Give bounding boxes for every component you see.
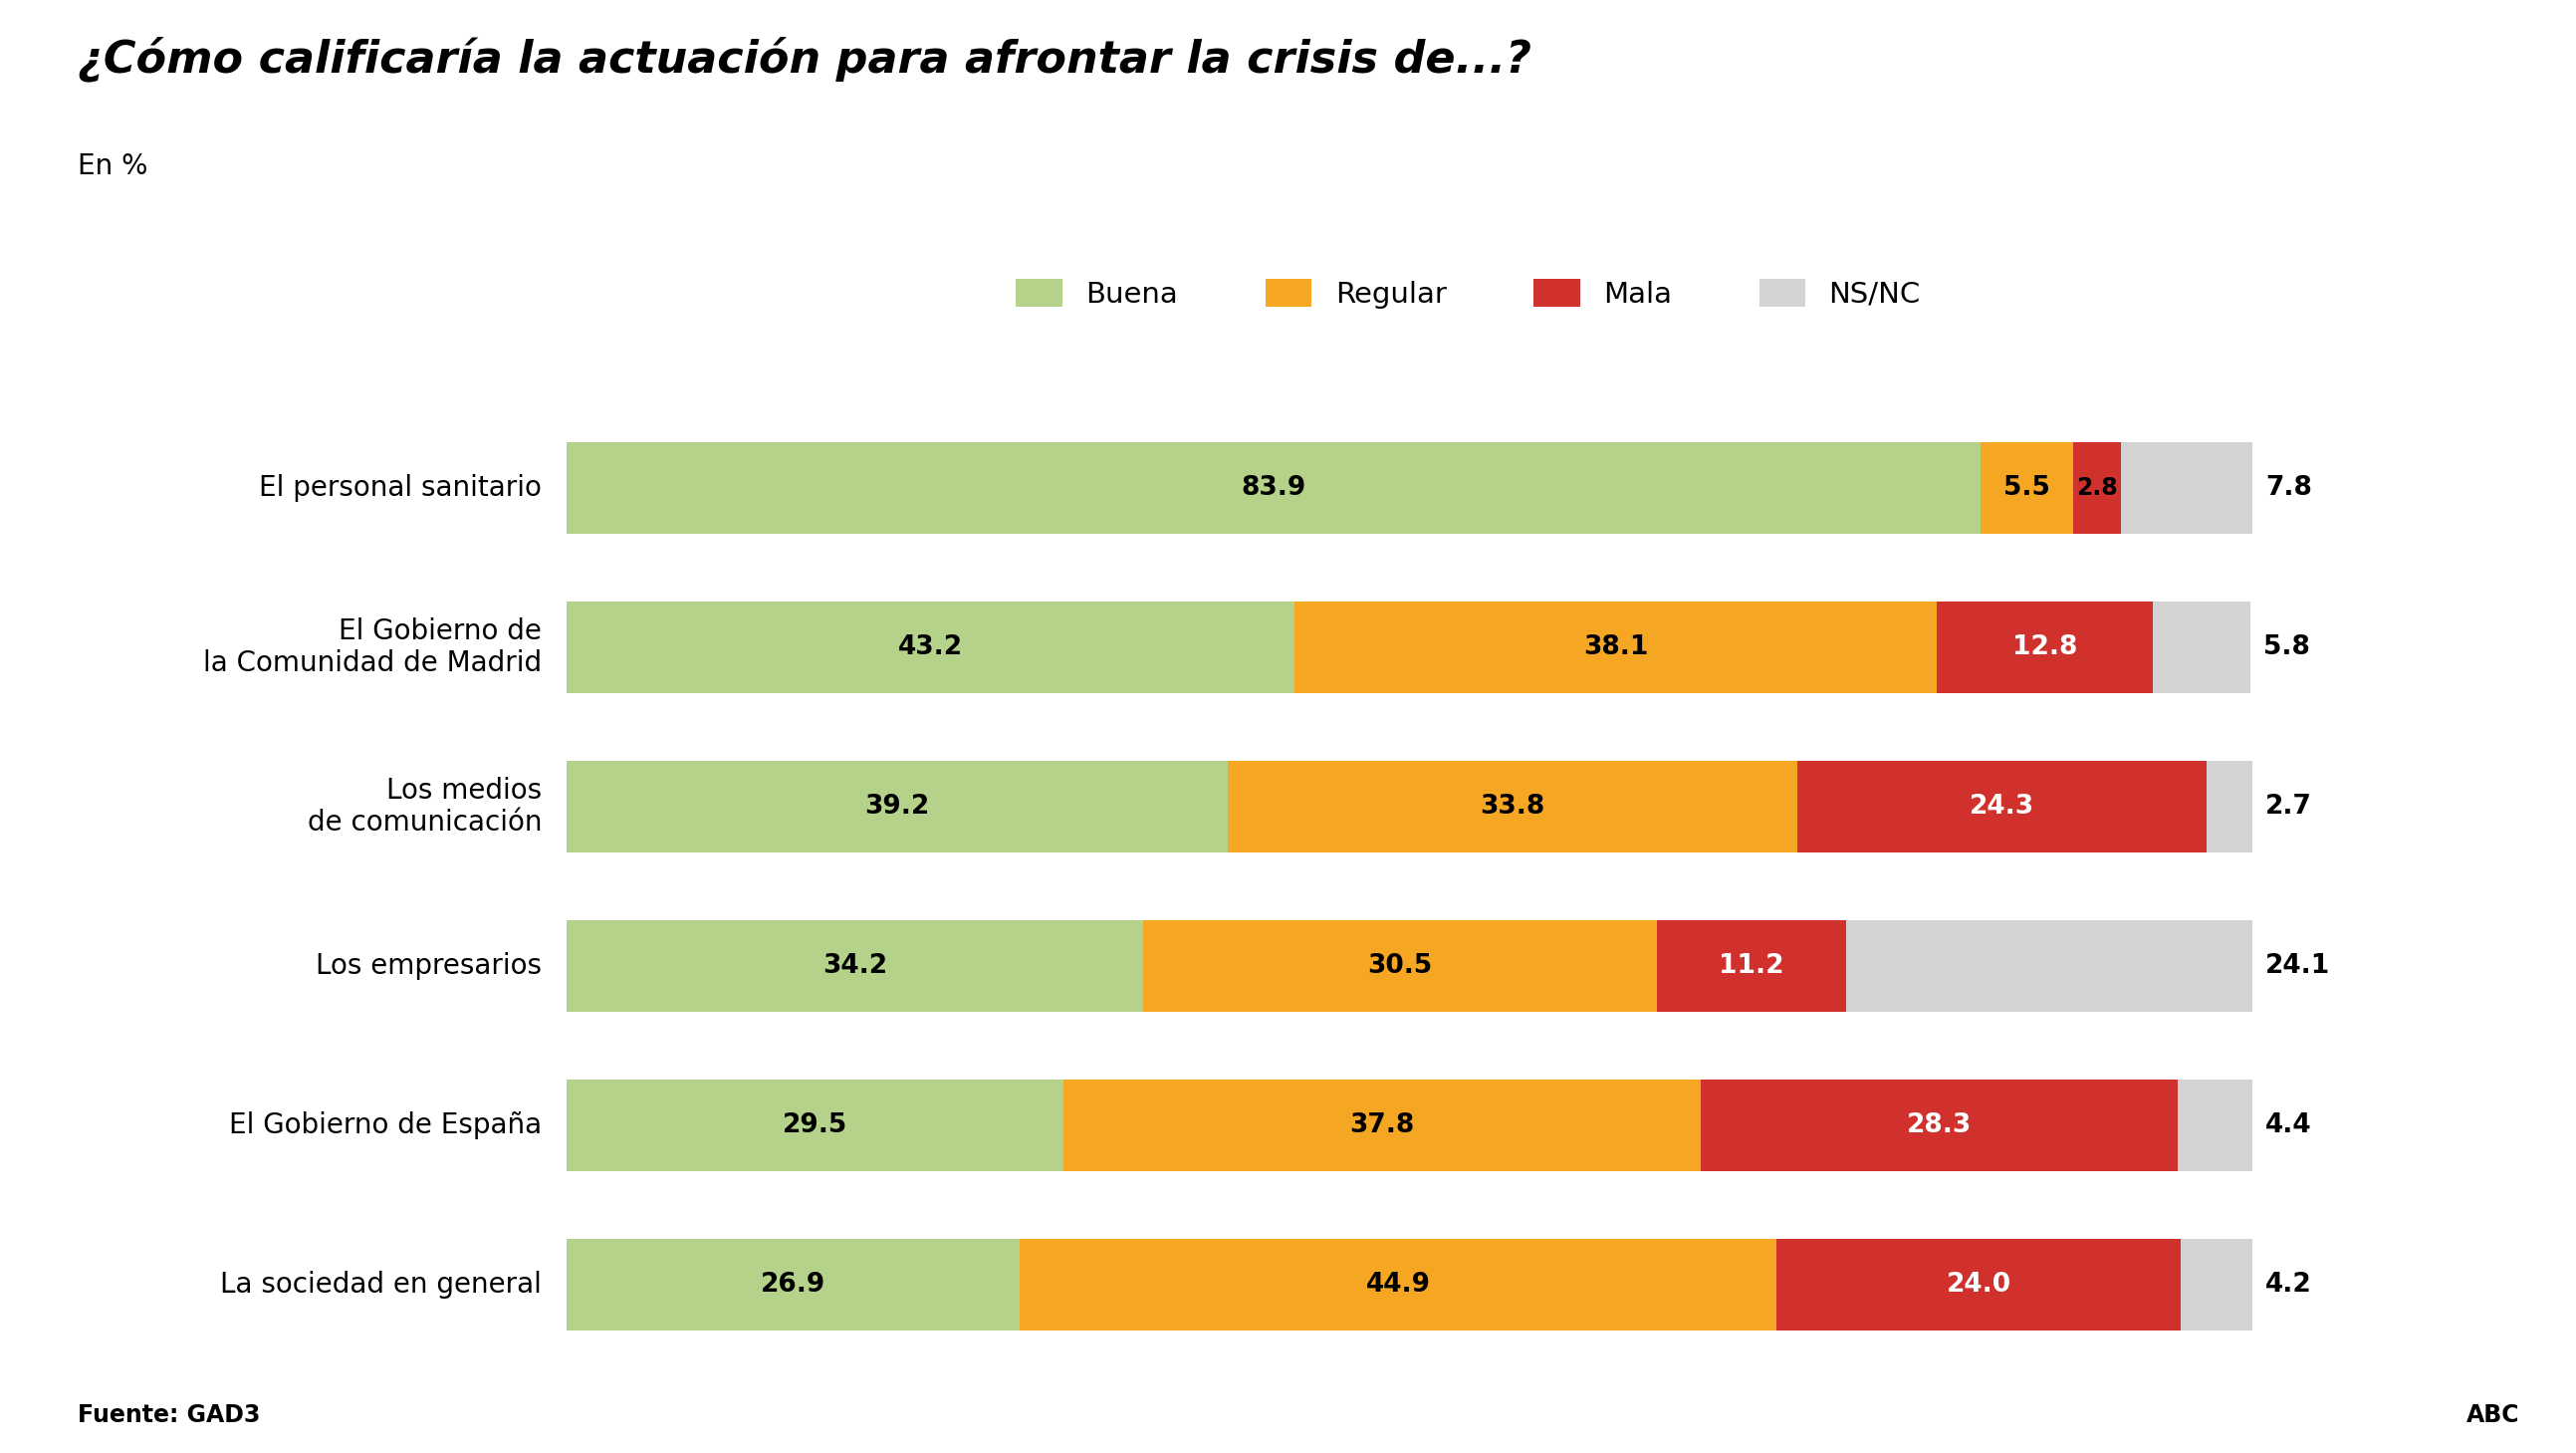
- Bar: [2074, 442, 2120, 535]
- Bar: [1656, 920, 1847, 1013]
- Text: 34.2: 34.2: [822, 953, 886, 979]
- Text: 2.7: 2.7: [2264, 793, 2313, 819]
- Text: 33.8: 33.8: [1479, 793, 1546, 819]
- Text: 29.5: 29.5: [783, 1113, 848, 1138]
- Bar: [1700, 1080, 2177, 1171]
- Text: ¿Cómo calificaría la actuación para afrontar la crisis de...?: ¿Cómo calificaría la actuación para afro…: [77, 36, 1530, 81]
- Bar: [2208, 760, 2251, 853]
- Text: 26.9: 26.9: [760, 1271, 827, 1298]
- Bar: [567, 442, 1981, 535]
- Bar: [1020, 1238, 1777, 1331]
- Text: 38.1: 38.1: [1584, 635, 1649, 660]
- Bar: [567, 760, 1226, 853]
- Text: 30.5: 30.5: [1368, 953, 1432, 979]
- Bar: [2182, 1238, 2251, 1331]
- Text: 2.8: 2.8: [2076, 477, 2117, 500]
- Text: 12.8: 12.8: [2012, 635, 2076, 660]
- Bar: [1981, 442, 2074, 535]
- Bar: [1847, 920, 2251, 1013]
- Bar: [1064, 1080, 1700, 1171]
- Text: 4.2: 4.2: [2264, 1271, 2313, 1298]
- Bar: [567, 1080, 1064, 1171]
- Text: 83.9: 83.9: [1242, 475, 1306, 501]
- Text: Fuente: GAD3: Fuente: GAD3: [77, 1404, 260, 1427]
- Bar: [2120, 442, 2251, 535]
- Text: 28.3: 28.3: [1906, 1113, 1971, 1138]
- Bar: [1144, 920, 1656, 1013]
- Text: 5.8: 5.8: [2264, 635, 2311, 660]
- Text: En %: En %: [77, 153, 147, 180]
- Bar: [567, 1238, 1020, 1331]
- Text: 37.8: 37.8: [1350, 1113, 1414, 1138]
- Text: 7.8: 7.8: [2264, 475, 2313, 501]
- Text: 43.2: 43.2: [899, 635, 963, 660]
- Bar: [1777, 1238, 2182, 1331]
- Text: 11.2: 11.2: [1718, 953, 1785, 979]
- Bar: [567, 920, 1144, 1013]
- Bar: [1296, 602, 1937, 693]
- Text: ABC: ABC: [2465, 1404, 2519, 1427]
- Text: 24.3: 24.3: [1968, 793, 2035, 819]
- Text: 4.4: 4.4: [2264, 1113, 2311, 1138]
- Text: 44.9: 44.9: [1365, 1271, 1430, 1298]
- Bar: [1798, 760, 2208, 853]
- Bar: [2154, 602, 2251, 693]
- Text: 5.5: 5.5: [2004, 475, 2050, 501]
- Text: 24.1: 24.1: [2264, 953, 2331, 979]
- Bar: [1937, 602, 2154, 693]
- Text: 39.2: 39.2: [866, 793, 930, 819]
- Bar: [567, 602, 1296, 693]
- Bar: [2177, 1080, 2251, 1171]
- Bar: [1226, 760, 1798, 853]
- Legend: Buena, Regular, Mala, NS/NC: Buena, Regular, Mala, NS/NC: [1015, 279, 1922, 308]
- Text: 24.0: 24.0: [1947, 1271, 2012, 1298]
